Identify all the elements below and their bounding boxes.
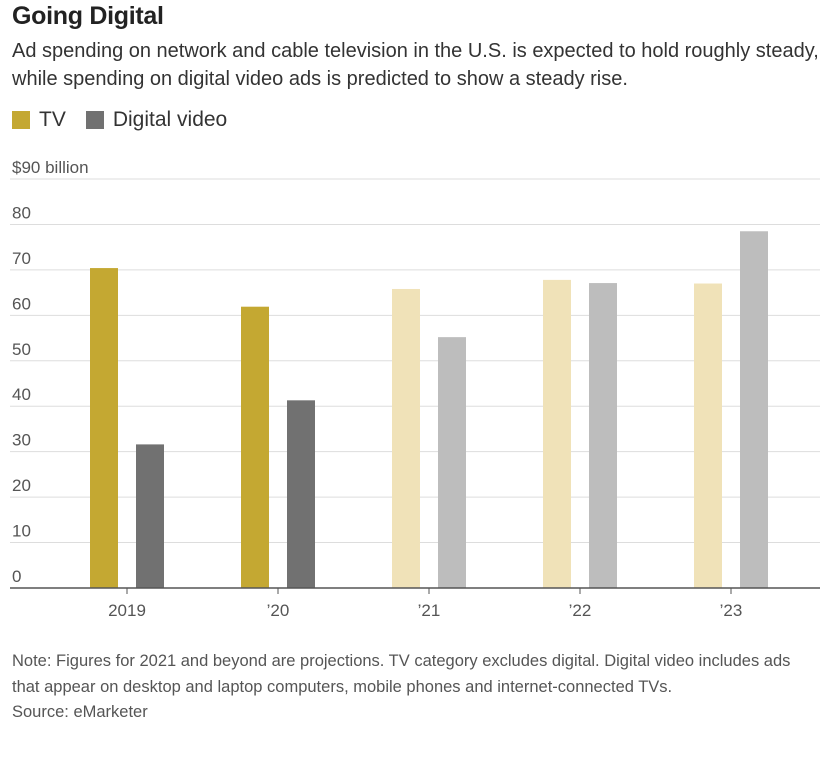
page-subtitle: Ad spending on network and cable televis…: [12, 40, 819, 90]
bar-digital-video-1: [287, 400, 315, 588]
y-tick-label-70: 70: [12, 249, 31, 268]
legend-item-digital-video: Digital video: [85, 108, 228, 132]
y-tick-label-20: 20: [12, 476, 31, 495]
bar-tv-4: [694, 283, 722, 588]
y-tick-label-0: 0: [12, 567, 21, 586]
legend-label-digital-video: Digital video: [112, 108, 228, 131]
bar-tv-0: [90, 268, 118, 588]
x-tick-label-0: 2019: [108, 601, 146, 620]
legend-swatch-digital-video: [85, 111, 104, 129]
x-tick-label-2: ’21: [418, 601, 441, 620]
bar-tv-2: [392, 288, 420, 588]
y-tick-label-50: 50: [12, 340, 31, 359]
axes: 0 10 20 30 40 50 60 70 80 $90 billion 2019 ’20 ’21 ’2…: [10, 158, 820, 620]
legend-swatch-tv: [12, 111, 30, 129]
chart-legend: TV Digital video: [12, 108, 247, 132]
page-title: Going Digital: [12, 2, 164, 30]
legend-label-tv: TV: [39, 108, 66, 131]
y-tick-label-10: 10: [12, 522, 31, 541]
y-tick-label-60: 60: [12, 294, 31, 313]
y-tick-label-90: $90 billion: [12, 158, 89, 177]
bar-chart: 0 10 20 30 40 50 60 70 80 $90 billion 2019 ’20 ’21 ’2…: [10, 158, 820, 620]
bar-tv-1: [241, 306, 269, 588]
footnote: Note: Figures for 2021 and beyond are pr…: [12, 652, 791, 696]
x-tick-label-1: ’20: [267, 601, 290, 620]
bar-digital-video-0: [136, 444, 164, 588]
bar-digital-video-4: [740, 231, 768, 588]
y-tick-label-80: 80: [12, 203, 31, 222]
x-tick-label-4: ’23: [720, 601, 743, 620]
bars: [90, 231, 768, 588]
bar-digital-video-2: [438, 337, 466, 588]
y-tick-label-40: 40: [12, 385, 31, 404]
legend-item-tv: TV: [12, 108, 66, 132]
x-tick-label-3: ’22: [569, 601, 592, 620]
bar-digital-video-3: [589, 283, 617, 588]
chart-footer: Note: Figures for 2021 and beyond are pr…: [12, 649, 812, 726]
bar-tv-3: [543, 279, 571, 588]
source-line: Source: eMarketer: [12, 703, 148, 721]
y-tick-label-30: 30: [12, 431, 31, 450]
